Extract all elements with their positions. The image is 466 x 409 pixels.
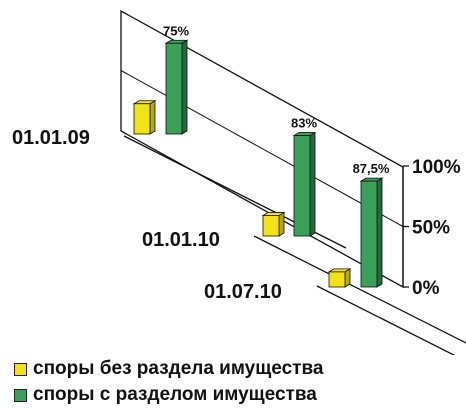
- bar-2-series-1-side: [278, 211, 285, 237]
- bar-3-series-1-front: [328, 271, 346, 288]
- bar-3-series-1: [327, 268, 352, 288]
- chart-labels: 0% 50% 100% 01.01.09 01.01.10 01.07.10 75% 83% 8…: [12, 23, 461, 303]
- bar-2-series-1: [261, 211, 286, 237]
- chart: 0% 50% 100% 01.01.09 01.01.10 01.07.10 75% 83% 8…: [12, 9, 466, 355]
- bar-1-series-2-front: [165, 42, 183, 135]
- legend-label-series-2: споры с разделом имущества: [33, 384, 317, 405]
- bar-2-series-2: [292, 131, 317, 237]
- category-label: 01.01.10: [142, 229, 220, 251]
- bar-1-series-2-side: [181, 39, 188, 135]
- data-label: 75%: [163, 23, 189, 38]
- legend-swatch-green: [14, 388, 27, 402]
- bar-1-series-1-side: [149, 100, 156, 135]
- bar-1-series-2: [164, 39, 189, 135]
- bar-2-series-2-side: [309, 131, 316, 237]
- bar-3-series-2-side: [376, 177, 383, 288]
- category-label: 01.01.09: [12, 127, 90, 149]
- y-tick-label: 50%: [412, 218, 450, 239]
- bar-3-series-2-front: [360, 180, 378, 288]
- y-tick-label: 0%: [412, 278, 440, 299]
- bar-3-series-2: [359, 177, 384, 288]
- legend-swatch-yellow: [14, 362, 27, 376]
- legend-item-series-1: споры без раздела имущества: [14, 356, 323, 382]
- data-label: 83%: [291, 116, 317, 131]
- bar-1-series-1-front: [133, 103, 151, 135]
- category-label: 01.07.10: [204, 281, 282, 303]
- y-tick-label: 100%: [412, 157, 461, 178]
- data-label: 87,5%: [353, 161, 390, 176]
- legend-label-series-1: споры без раздела имущества: [33, 358, 324, 379]
- legend: споры без раздела имущества споры с разд…: [14, 356, 323, 408]
- category-floor-line: [316, 285, 456, 355]
- bar-2-series-1-front: [262, 215, 280, 237]
- bar-2-series-2-front: [293, 135, 311, 237]
- bar-1-series-1: [132, 100, 157, 135]
- category-floor-line: [253, 235, 466, 344]
- chart-bars: [132, 39, 384, 288]
- legend-item-series-2: споры с разделом имущества: [14, 382, 323, 408]
